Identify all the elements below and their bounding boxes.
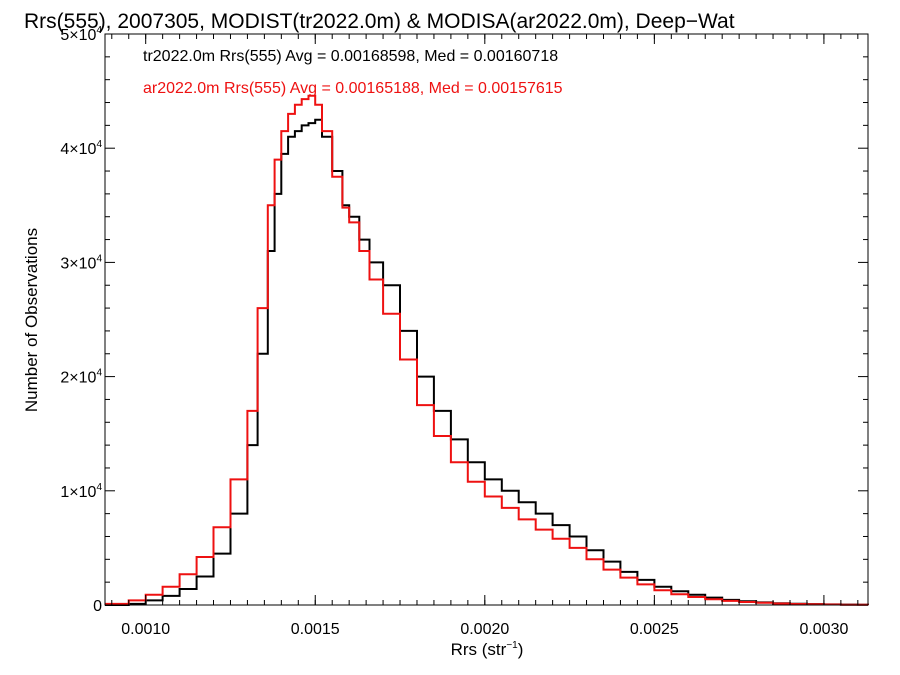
x-tick-label: 0.0025	[630, 621, 679, 638]
plot-series	[105, 94, 869, 606]
series-line-tr2022.0m	[105, 118, 869, 606]
x-axis-label-superscript: −1	[506, 640, 518, 651]
x-axis-label-prefix: Rrs (str	[451, 640, 507, 659]
plot-frame	[104, 33, 869, 606]
y-tick-label: 1×104	[60, 482, 102, 501]
y-tick-label: 2×104	[60, 368, 102, 387]
y-tick-label: 5×104	[60, 25, 102, 44]
x-tick-label: 0.0030	[799, 621, 848, 638]
x-tick-label: 0.0020	[460, 621, 509, 638]
x-axis-label: Rrs (str−1)	[451, 640, 524, 659]
x-tick-label: 0.0015	[291, 621, 340, 638]
chart-title: Rrs(555), 2007305, MODIST(tr2022.0m) & M…	[24, 10, 735, 33]
x-axis-label-suffix: )	[518, 640, 524, 659]
legend-entry-ar2022: ar2022.0m Rrs(555) Avg = 0.00165188, Med…	[143, 80, 563, 97]
axis-ticks: 0.0010 0.0015 0.0020 0.0025 0.0030 0 1×104 2×10…	[60, 25, 868, 638]
y-axis-label: Number of Observations	[22, 228, 41, 412]
legend-entry-tr2022: tr2022.0m Rrs(555) Avg = 0.00168598, Med…	[143, 48, 558, 65]
series-line-ar2022.0m	[105, 94, 869, 606]
y-tick-label: 4×104	[60, 139, 102, 158]
x-tick-label: 0.0010	[121, 621, 170, 638]
legend: tr2022.0m Rrs(555) Avg = 0.00168598, Med…	[143, 48, 563, 97]
y-tick-label: 0	[93, 598, 102, 615]
y-tick-label: 3×104	[60, 253, 102, 272]
